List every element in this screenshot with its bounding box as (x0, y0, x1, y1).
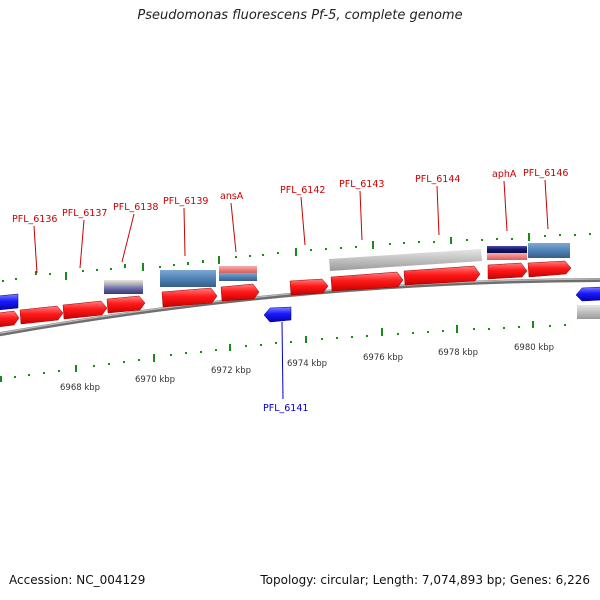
gene-label-PFL_6143: PFL_6143 (339, 179, 384, 190)
feature-salmon-ansA (219, 266, 257, 273)
gene-arrow-reverse-left-edge (0, 293, 19, 311)
gene-label-PFL_6141: PFL_6141 (263, 403, 308, 414)
leader-PFL_6146 (544, 179, 549, 230)
gene-label-PFL_6139: PFL_6139 (163, 196, 208, 207)
gene-arrow-PFL_6138 (106, 295, 146, 314)
leader-PFL_6138 (121, 213, 135, 263)
gene-arrow-PFL_6139 (161, 287, 218, 308)
gene-arrow-left-edge (0, 310, 20, 328)
gene-arrow-PFL_6136 (19, 305, 64, 325)
gene-arrow-ansA (220, 283, 260, 302)
feature-steelblue-6146 (528, 243, 570, 258)
scale-label-6974: 6974 kbp (287, 359, 327, 369)
leader-ansA (230, 202, 237, 253)
leader-PFL_6142 (300, 196, 306, 246)
gene-label-PFL_6136: PFL_6136 (12, 214, 57, 225)
feature-steelblue-ansA (219, 273, 257, 281)
feature-salmon-aphA (487, 253, 527, 260)
outer-tick-row (2, 233, 591, 282)
gene-label-PFL_6137: PFL_6137 (62, 208, 107, 219)
leader-PFL_6139 (183, 207, 186, 257)
scale-label-6976: 6976 kbp (363, 353, 403, 363)
leader-PFL_6137 (79, 219, 85, 269)
gene-arrow-PFL_6143 (330, 271, 404, 292)
feature-gray-right-edge (577, 305, 600, 319)
leader-PFL_6143 (359, 190, 363, 241)
gene-label-PFL_6144: PFL_6144 (415, 174, 460, 185)
scale-label-6972: 6972 kbp (211, 366, 251, 376)
leader-aphA (503, 180, 508, 232)
genome-stats-label: Topology: circular; Length: 7,074,893 bp… (260, 573, 590, 587)
gene-label-aphA: aphA (492, 169, 517, 180)
accession-label: Accession: NC_004129 (9, 573, 146, 587)
gene-label-ansA: ansA (220, 191, 244, 202)
gene-arrow-PFL_6144 (403, 265, 481, 286)
scale-label-6968: 6968 kbp (60, 383, 100, 393)
leader-PFL_6144 (436, 185, 440, 236)
feature-gray-6138 (104, 280, 143, 286)
scale-label-6970: 6970 kbp (135, 375, 175, 385)
leader-PFL_6141 (281, 321, 284, 400)
gene-arrow-PFL_6146 (527, 260, 572, 278)
gene-label-PFL_6138: PFL_6138 (113, 202, 158, 213)
gene-label-PFL_6146: PFL_6146 (523, 168, 568, 179)
feature-purple-6138 (104, 286, 143, 294)
scale-label-6980: 6980 kbp (514, 343, 554, 353)
gene-arrow-reverse-right-edge (575, 286, 600, 302)
leader-PFL_6136 (33, 225, 38, 274)
gene-label-PFL_6142: PFL_6142 (280, 185, 325, 196)
gene-arrow-PFL_6142 (289, 278, 329, 296)
gene-arrow-aphA (487, 262, 528, 280)
inner-tick-row (0, 321, 566, 382)
feature-steelblue-6139 (160, 270, 216, 287)
gene-arrow-PFL_6137 (62, 300, 108, 320)
map-title: Pseudomonas fluorescens Pf-5, complete g… (137, 8, 463, 23)
scale-label-6978: 6978 kbp (438, 348, 478, 358)
feature-gray-6143 (329, 249, 482, 271)
gene-arrow-PFL_6141 (263, 306, 292, 323)
feature-navy-aphA (487, 246, 527, 253)
